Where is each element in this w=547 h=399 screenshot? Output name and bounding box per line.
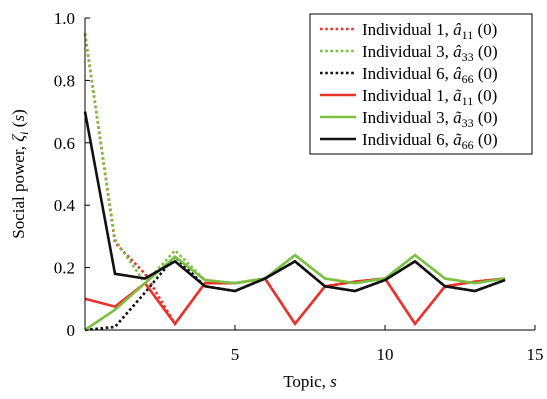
- series-line-4: [84, 277, 506, 326]
- legend-label-5: Individual 3, ã33 (0): [362, 108, 498, 130]
- y-tick-label: 0.8: [54, 71, 75, 90]
- y-tick-label: 0.2: [54, 259, 75, 278]
- y-tick-label: 0.4: [54, 196, 76, 215]
- axes-layer: 0 0.2 0.4 0.6 0.8 1.0 5 10 15 Topic, s Social powe…: [9, 9, 544, 391]
- y-tick-label: 1.0: [54, 9, 75, 28]
- x-tick-label: 10: [377, 345, 394, 364]
- series-line-6: [83, 111, 506, 293]
- x-tick-label: 5: [231, 345, 240, 364]
- legend-label-4: Individual 1, ã11 (0): [362, 86, 497, 108]
- series-line-3: [84, 254, 506, 332]
- legend-box: [309, 13, 533, 155]
- legend-label-1: Individual 1, â11 (0): [362, 20, 497, 42]
- legend-label-2: Individual 3, â33 (0): [362, 42, 498, 64]
- y-axis-title: Social power, ζi (s): [9, 109, 31, 239]
- y-tick-label: 0.6: [54, 134, 75, 153]
- y-tick-label: 0: [67, 321, 76, 340]
- series-layer: [83, 33, 506, 332]
- legend-label-3: Individual 6, â66 (0): [362, 64, 498, 86]
- x-tick-label: 15: [527, 345, 544, 364]
- series-line-5: [84, 253, 506, 332]
- legend-label-6: Individual 6, ã66 (0): [362, 130, 498, 152]
- legend: Individual 1, â11 (0)Individual 3, â33 (…: [309, 13, 533, 155]
- x-axis-title: Topic, s: [283, 372, 337, 391]
